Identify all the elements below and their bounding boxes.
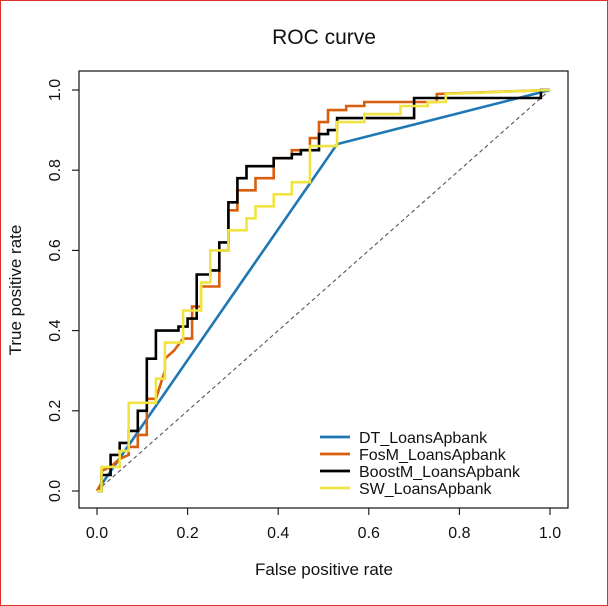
y-tick-label: 0.6	[47, 239, 64, 261]
plot-area-border	[78, 70, 569, 509]
series-lines	[95, 88, 551, 493]
y-axis-label: True positive rate	[6, 225, 25, 356]
legend: DT_LoansApbankFosM_LoansApbankBoostM_Loa…	[320, 430, 521, 498]
x-tick-label: 1.0	[539, 525, 561, 542]
legend-entry: FosM_LoansApbank	[359, 447, 507, 464]
x-tick-label: 0.4	[267, 525, 289, 542]
y-tick-label: 0.0	[47, 480, 64, 502]
y-tick-label: 1.0	[47, 79, 64, 101]
x-axis: 0.0 0.2 0.4 0.6 0.8 1.0	[86, 508, 561, 542]
y-axis: 0.0 0.2 0.4 0.6 0.8 1.0	[47, 79, 79, 502]
series-line-sw-loansapbank	[97, 88, 551, 493]
y-tick-label: 0.2	[47, 400, 64, 422]
x-tick-label: 0.0	[86, 525, 108, 542]
x-tick-label: 0.6	[358, 525, 380, 542]
y-tick-label: 0.4	[47, 319, 64, 341]
x-axis-label: False positive rate	[255, 560, 393, 579]
chart-title: ROC curve	[272, 26, 376, 49]
chance-diagonal-line	[96, 89, 551, 492]
legend-entry: SW_LoansApbank	[359, 481, 493, 498]
x-tick-label: 0.2	[176, 525, 198, 542]
legend-entry: BoostM_LoansApbank	[359, 464, 521, 481]
legend-entry: DT_LoansApbank	[359, 430, 488, 447]
x-tick-label: 0.8	[448, 525, 470, 542]
y-tick-label: 0.8	[47, 159, 64, 181]
